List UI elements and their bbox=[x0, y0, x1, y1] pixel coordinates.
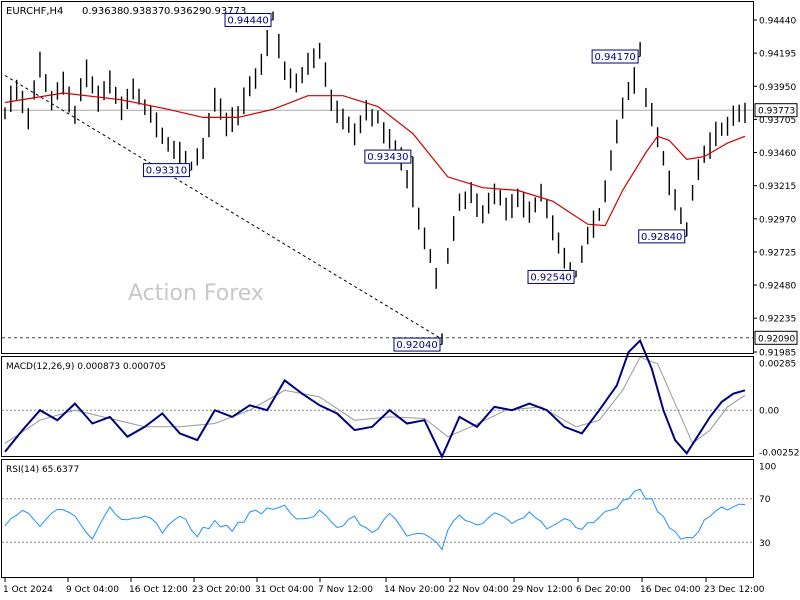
rsi-title: RSI(14) 65.6377 bbox=[6, 465, 79, 475]
current-price-badge-box bbox=[754, 103, 798, 118]
instrument-open: 0.93638 bbox=[82, 6, 123, 17]
swing-label: 0.92040 bbox=[396, 340, 437, 351]
swing-label: 0.92540 bbox=[530, 272, 571, 283]
rsi-line bbox=[4, 488, 746, 551]
watermark: Action Forex bbox=[128, 281, 264, 306]
swing-label-box bbox=[142, 163, 190, 178]
support-level-badge: 0.92090 bbox=[758, 334, 795, 344]
rsi-pane[interactable] bbox=[1, 459, 754, 578]
macd-line bbox=[4, 338, 746, 459]
swing-label-box bbox=[638, 229, 686, 244]
current-price-badge: 0.93773 bbox=[758, 107, 795, 117]
price-axis-label: 0.93215 bbox=[759, 182, 796, 192]
swing-label-box bbox=[224, 13, 272, 27]
swing-label: 0.94440 bbox=[227, 16, 268, 27]
time-axis-label: 9 Oct 04:00 bbox=[66, 585, 119, 595]
price-axis-label: 0.92725 bbox=[759, 248, 796, 258]
swing-label: 0.93310 bbox=[146, 166, 187, 177]
macd-pane[interactable] bbox=[1, 356, 754, 457]
price-axis-label: 0.92480 bbox=[759, 282, 796, 292]
swing-label-box bbox=[527, 269, 575, 284]
rsi-axis-label: 30 bbox=[759, 539, 771, 549]
swing-label-box bbox=[591, 49, 639, 64]
macd-title: MACD(12,26,9) 0.000873 0.000705 bbox=[6, 362, 166, 372]
macd-axis-label: 0.00 bbox=[759, 407, 779, 417]
instrument-symbol: EURCHF,H4 bbox=[6, 6, 63, 17]
price-axis-label: 0.94440 bbox=[759, 17, 796, 27]
time-axis-label: 7 Nov 12:00 bbox=[318, 585, 373, 595]
time-axis-label: 14 Nov 20:00 bbox=[384, 585, 445, 595]
time-axis-label: 23 Dec 12:00 bbox=[704, 585, 765, 595]
time-axis-label: 16 Dec 04:00 bbox=[640, 585, 701, 595]
time-axis-label: 16 Oct 12:00 bbox=[129, 585, 188, 595]
price-axis-label: 0.92235 bbox=[759, 315, 796, 325]
price-axis-label: 0.93950 bbox=[759, 83, 796, 93]
rsi-axis-label: 100 bbox=[759, 463, 776, 473]
price-axis-label: 0.91985 bbox=[759, 349, 796, 359]
price-axis-label: 0.93460 bbox=[759, 149, 796, 159]
price-axis-label: 0.93705 bbox=[759, 116, 796, 126]
trendline bbox=[4, 75, 443, 340]
rsi-axis-label: 70 bbox=[759, 495, 771, 505]
price-axis-label: 0.92970 bbox=[759, 215, 796, 225]
price-axis-label: 0.94195 bbox=[759, 50, 796, 60]
time-axis-label: 23 Oct 20:00 bbox=[192, 585, 251, 595]
time-axis-label: 29 Nov 12:00 bbox=[512, 585, 573, 595]
instrument-close: 0.93773 bbox=[205, 6, 246, 17]
time-axis-label: 22 Nov 04:00 bbox=[448, 585, 509, 595]
swing-label-box bbox=[364, 149, 412, 164]
support-level-badge-box bbox=[754, 330, 798, 345]
time-axis-label: 6 Dec 20:00 bbox=[576, 585, 631, 595]
moving-average-line bbox=[4, 92, 746, 227]
instrument-high: 0.93837 bbox=[123, 6, 164, 17]
macd-axis-label: 0.00285 bbox=[759, 360, 796, 370]
swing-label: 0.93430 bbox=[367, 152, 408, 163]
instrument-low: 0.93629 bbox=[164, 6, 205, 17]
swing-label: 0.94170 bbox=[594, 52, 635, 63]
time-axis-label: 31 Oct 04:00 bbox=[255, 585, 314, 595]
macd-signal-line bbox=[4, 356, 746, 445]
time-axis-label: 1 Oct 2024 bbox=[3, 585, 53, 595]
swing-label: 0.92840 bbox=[641, 232, 682, 243]
swing-label-box bbox=[393, 337, 441, 352]
